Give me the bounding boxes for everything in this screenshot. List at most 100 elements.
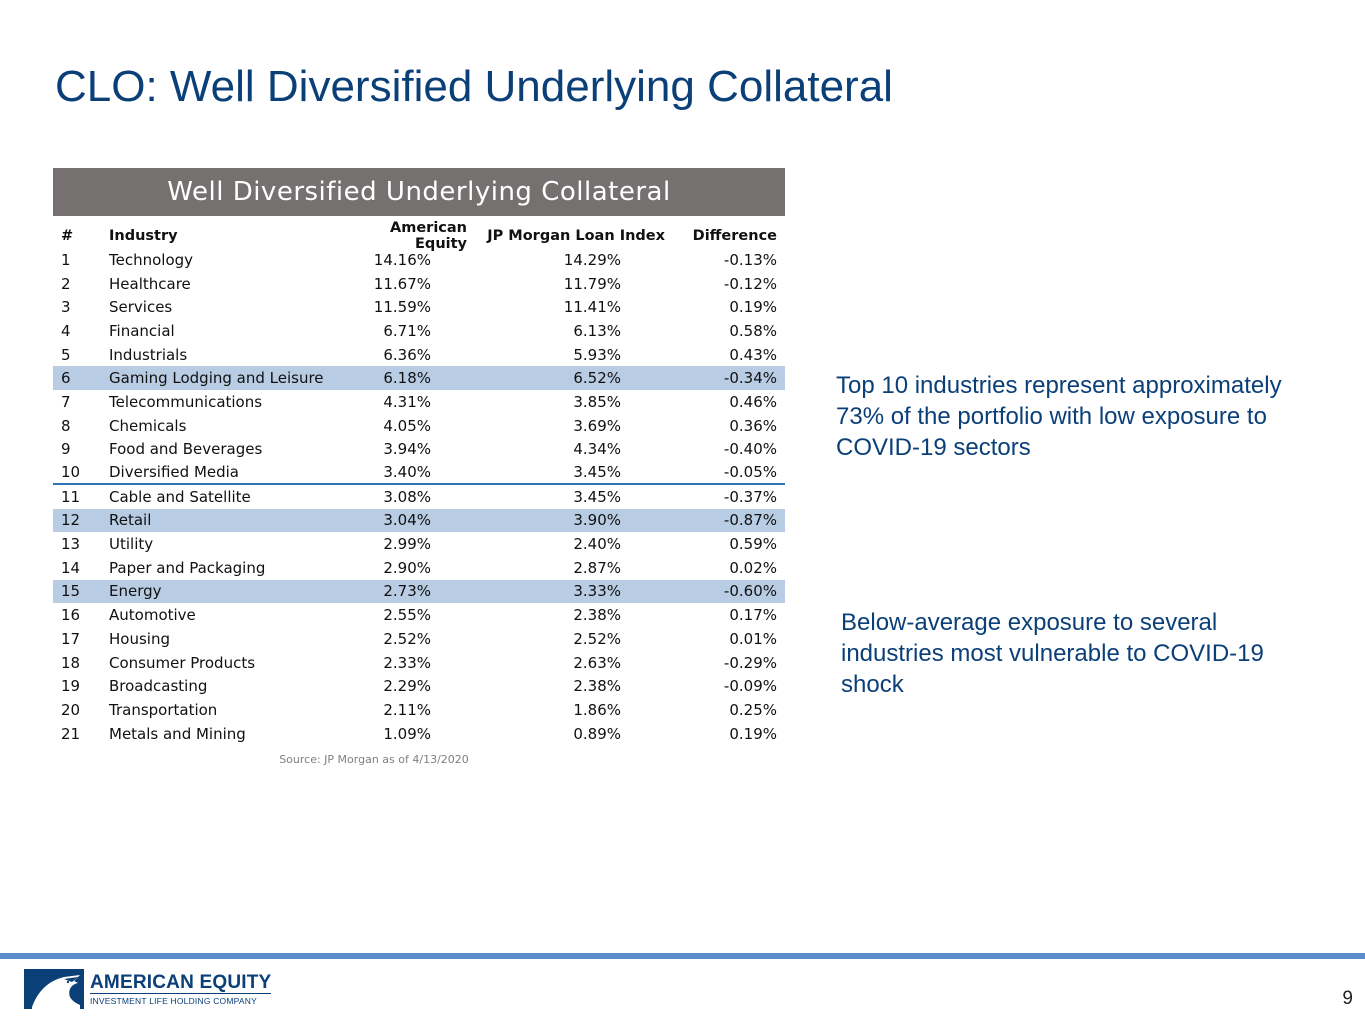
- table-header-row: # Industry American Equity JP Morgan Loa…: [53, 220, 785, 252]
- row-jp-morgan: 2.40%: [573, 535, 621, 554]
- row-number: 20: [61, 700, 81, 719]
- row-industry: Chemicals: [109, 416, 187, 435]
- footer-divider: [0, 953, 1365, 959]
- row-industry: Healthcare: [109, 274, 191, 293]
- row-american-equity: 2.52%: [383, 629, 431, 648]
- table-row: 20 Transportation 2.11% 1.86% 0.25%: [53, 698, 785, 722]
- row-difference: 0.36%: [729, 416, 777, 435]
- row-difference: -0.40%: [723, 440, 777, 459]
- row-industry: Financial: [109, 321, 175, 340]
- table-row: 15 Energy 2.73% 3.33% -0.60%: [53, 579, 785, 604]
- row-american-equity: 2.55%: [383, 606, 431, 625]
- table-row: 9 Food and Beverages 3.94% 4.34% -0.40%: [53, 438, 785, 462]
- row-industry: Gaming Lodging and Leisure: [109, 369, 324, 388]
- slide-title: CLO: Well Diversified Underlying Collate…: [55, 62, 893, 111]
- row-number: 17: [61, 629, 81, 648]
- row-industry: Transportation: [109, 700, 218, 719]
- row-difference: -0.09%: [723, 677, 777, 696]
- row-industry: Industrials: [109, 345, 188, 364]
- row-number: 14: [61, 558, 81, 577]
- row-number: 19: [61, 677, 81, 696]
- row-number: 4: [61, 321, 71, 340]
- row-industry: Utility: [109, 535, 154, 554]
- row-number: 21: [61, 724, 81, 743]
- row-number: 15: [61, 582, 81, 601]
- table-row: 13 Utility 2.99% 2.40% 0.59%: [53, 532, 785, 556]
- table-row: 1 Technology 14.16% 14.29% -0.13%: [53, 248, 785, 272]
- logo-tagline: INVESTMENT LIFE HOLDING COMPANY: [90, 992, 272, 1006]
- row-difference: 0.01%: [729, 629, 777, 648]
- row-difference: -0.13%: [723, 250, 777, 269]
- row-jp-morgan: 3.69%: [573, 416, 621, 435]
- row-difference: 0.46%: [729, 392, 777, 411]
- row-number: 6: [61, 369, 71, 388]
- row-american-equity: 2.33%: [383, 653, 431, 672]
- table-row: 6 Gaming Lodging and Leisure 6.18% 6.52% -0.…: [53, 366, 785, 391]
- callout-below-average: Below-average exposure to several indust…: [841, 609, 1264, 698]
- table-row: 8 Chemicals 4.05% 3.69% 0.36%: [53, 414, 785, 438]
- row-difference: 0.02%: [729, 558, 777, 577]
- row-difference: -0.12%: [723, 274, 777, 293]
- row-difference: -0.37%: [723, 487, 777, 506]
- table-row: 12 Retail 3.04% 3.90% -0.87%: [53, 508, 785, 533]
- table-row: 16 Automotive 2.55% 2.38% 0.17%: [53, 603, 785, 627]
- row-jp-morgan: 2.38%: [573, 606, 621, 625]
- row-american-equity: 2.90%: [383, 558, 431, 577]
- row-jp-morgan: 2.38%: [573, 677, 621, 696]
- row-difference: 0.59%: [729, 535, 777, 554]
- row-american-equity: 2.73%: [383, 582, 431, 601]
- row-jp-morgan: 2.63%: [573, 653, 621, 672]
- row-industry: Cable and Satellite: [109, 487, 251, 506]
- column-header-difference: Difference: [692, 228, 777, 244]
- column-header-industry: Industry: [109, 228, 178, 244]
- row-difference: 0.25%: [729, 700, 777, 719]
- row-american-equity: 11.59%: [373, 298, 431, 317]
- eagle-icon: [24, 969, 84, 1009]
- row-number: 3: [61, 298, 71, 317]
- row-american-equity: 6.18%: [383, 369, 431, 388]
- row-number: 13: [61, 535, 81, 554]
- row-number: 1: [61, 250, 71, 269]
- source-note: Source: JP Morgan as of 4/13/2020: [279, 753, 469, 767]
- table-row: 3 Services 11.59% 11.41% 0.19%: [53, 295, 785, 319]
- table-row: 18 Consumer Products 2.33% 2.63% -0.29%: [53, 651, 785, 675]
- table-row: 21 Metals and Mining 1.09% 0.89% 0.19%: [53, 722, 785, 746]
- table-row: 5 Industrials 6.36% 5.93% 0.43%: [53, 343, 785, 367]
- table-row: 11 Cable and Satellite 3.08% 3.45% -0.37%: [53, 485, 785, 509]
- row-industry: Diversified Media: [109, 463, 239, 482]
- row-difference: 0.19%: [729, 298, 777, 317]
- table-row: 7 Telecommunications 4.31% 3.85% 0.46%: [53, 390, 785, 414]
- row-jp-morgan: 2.87%: [573, 558, 621, 577]
- row-jp-morgan: 3.85%: [573, 392, 621, 411]
- row-jp-morgan: 2.52%: [573, 629, 621, 648]
- row-industry: Consumer Products: [109, 653, 256, 672]
- row-number: 8: [61, 416, 71, 435]
- row-jp-morgan: 3.90%: [573, 511, 621, 530]
- row-number: 11: [61, 487, 81, 506]
- row-industry: Services: [109, 298, 173, 317]
- row-industry: Retail: [109, 511, 152, 530]
- row-american-equity: 14.16%: [373, 250, 431, 269]
- company-logo: AMERICAN EQUITY INVESTMENT LIFE HOLDING …: [24, 969, 272, 1009]
- row-difference: 0.58%: [729, 321, 777, 340]
- table-row: 2 Healthcare 11.67% 11.79% -0.12%: [53, 272, 785, 296]
- row-american-equity: 2.11%: [383, 700, 431, 719]
- column-header-number: #: [61, 228, 74, 244]
- row-difference: -0.87%: [723, 511, 777, 530]
- table-row: 10 Diversified Media 3.40% 3.45% -0.05%: [53, 461, 785, 485]
- row-number: 18: [61, 653, 81, 672]
- row-jp-morgan: 11.79%: [563, 274, 621, 293]
- table-header: Well Diversified Underlying Collateral: [53, 168, 785, 216]
- row-industry: Broadcasting: [109, 677, 208, 696]
- row-difference: 0.19%: [729, 724, 777, 743]
- row-difference: -0.60%: [723, 582, 777, 601]
- row-jp-morgan: 11.41%: [563, 298, 621, 317]
- table-row: 17 Housing 2.52% 2.52% 0.01%: [53, 627, 785, 651]
- row-american-equity: 2.29%: [383, 677, 431, 696]
- row-industry: Automotive: [109, 606, 196, 625]
- row-jp-morgan: 1.86%: [573, 700, 621, 719]
- row-american-equity: 3.08%: [383, 487, 431, 506]
- row-number: 10: [61, 463, 81, 482]
- row-difference: 0.43%: [729, 345, 777, 364]
- row-american-equity: 3.94%: [383, 440, 431, 459]
